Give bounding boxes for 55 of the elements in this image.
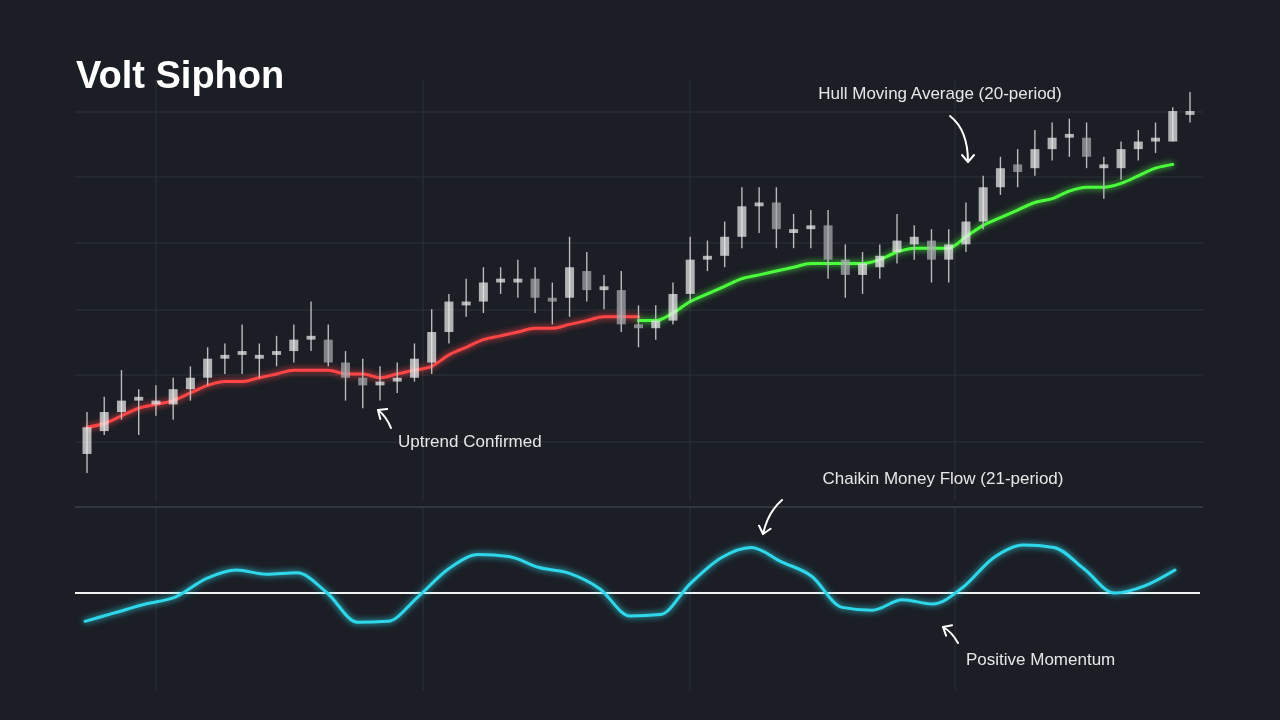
candlestick	[840, 243, 850, 299]
candlestick	[1047, 121, 1057, 162]
candlestick	[185, 365, 195, 402]
annotation: Chaikin Money Flow (21-period)	[822, 469, 1064, 488]
candlestick	[478, 266, 488, 314]
candlestick	[1151, 121, 1161, 154]
candlestick	[806, 209, 816, 249]
candlestick	[323, 323, 333, 368]
annotation: Uptrend Confirmed	[398, 432, 542, 451]
candlestick	[547, 281, 557, 326]
candlestick	[513, 258, 523, 299]
candlestick	[134, 388, 144, 436]
candlestick	[892, 213, 902, 265]
candlestick	[720, 220, 730, 268]
candlestick	[702, 239, 712, 272]
candlestick	[1185, 91, 1195, 124]
candlestick	[995, 156, 1005, 196]
candlestick	[651, 304, 661, 341]
candlestick	[1030, 129, 1040, 177]
candlestick	[754, 186, 764, 234]
candlestick	[341, 350, 351, 402]
candlestick	[858, 251, 868, 295]
candlestick	[944, 228, 954, 284]
candlestick	[116, 369, 126, 421]
candlestick	[530, 266, 540, 314]
annotation: Hull Moving Average (20-period)	[818, 84, 1062, 103]
candlestick	[272, 335, 282, 368]
candlestick	[409, 342, 419, 383]
candlestick	[1099, 156, 1109, 200]
candlestick	[1013, 148, 1023, 188]
candlestick	[254, 342, 264, 379]
chart-title: Volt Siphon	[76, 54, 285, 96]
candlestick	[789, 213, 799, 249]
candlestick	[1116, 140, 1126, 181]
text: Positive Momentum	[966, 650, 1116, 669]
candlestick	[1082, 121, 1092, 169]
candlestick	[961, 201, 971, 253]
candlestick	[599, 274, 609, 310]
candlestick	[926, 228, 936, 284]
candlestick	[289, 323, 299, 364]
candlestick	[237, 323, 247, 375]
candlestick	[358, 358, 368, 409]
candlestick	[99, 396, 109, 436]
candlestick	[203, 346, 213, 387]
candlestick	[909, 224, 919, 261]
candlestick	[1133, 129, 1143, 162]
candlestick	[392, 361, 402, 394]
candlestick	[875, 243, 885, 280]
candlestick	[1064, 117, 1074, 158]
candlestick	[306, 300, 316, 352]
candlestick	[220, 342, 230, 375]
candlestick	[634, 304, 643, 348]
candlestick	[168, 377, 178, 421]
candlestick	[496, 266, 506, 295]
candlestick	[582, 251, 592, 303]
